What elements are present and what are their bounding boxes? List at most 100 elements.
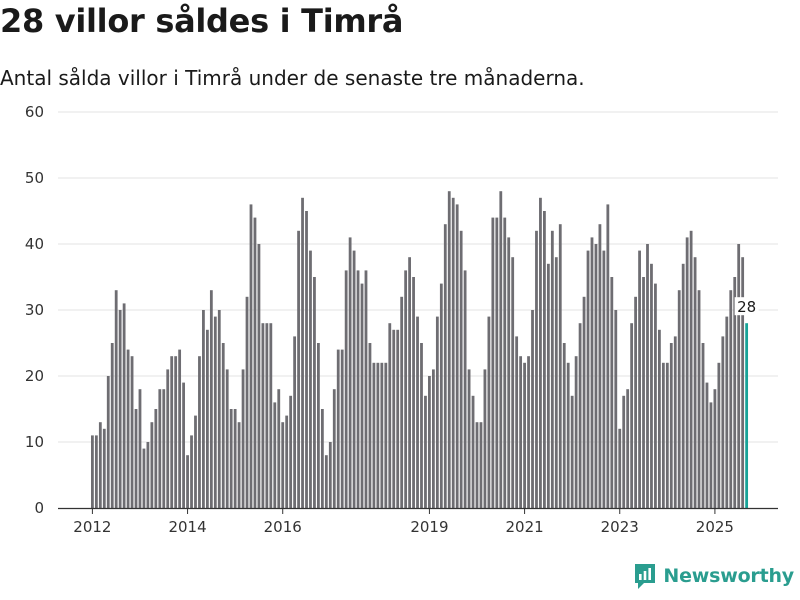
annotations: 28	[734, 297, 759, 316]
bar	[126, 349, 130, 508]
bar	[205, 329, 209, 508]
bar	[237, 422, 241, 508]
annotation-label: 28	[737, 298, 756, 316]
bar	[467, 369, 471, 508]
bar	[519, 356, 523, 508]
bar	[194, 415, 197, 508]
bar	[91, 435, 94, 508]
bar	[229, 409, 233, 508]
bar	[586, 250, 590, 508]
brand-logo: Newsworthy	[633, 562, 794, 590]
bar	[420, 343, 423, 508]
bar	[340, 349, 344, 508]
bar	[336, 349, 340, 508]
bar	[138, 389, 142, 508]
bar	[106, 376, 110, 508]
y-tick-label: 20	[25, 367, 44, 385]
bar	[435, 316, 439, 508]
bar	[400, 296, 404, 508]
bar	[376, 362, 380, 508]
bar	[717, 362, 721, 508]
bar	[574, 356, 578, 508]
bar	[701, 343, 705, 508]
bar	[305, 211, 308, 508]
bar	[673, 336, 677, 508]
bar	[198, 356, 201, 508]
bar	[408, 257, 411, 508]
bar	[523, 362, 526, 508]
bar	[721, 336, 725, 508]
y-tick-label: 60	[25, 103, 44, 121]
bar	[558, 224, 562, 508]
bar	[98, 422, 102, 508]
bar	[146, 442, 150, 508]
y-tick-label: 40	[25, 235, 44, 253]
bar	[535, 230, 538, 509]
bar	[221, 343, 225, 508]
bar	[289, 395, 293, 508]
bar	[352, 250, 356, 508]
bar	[550, 230, 554, 509]
bar	[265, 323, 269, 508]
bar	[590, 237, 594, 508]
bar	[134, 409, 138, 508]
bar	[546, 263, 550, 508]
bar	[253, 217, 257, 508]
bar	[130, 356, 134, 508]
bar	[606, 204, 610, 508]
bar	[661, 362, 665, 508]
bar	[154, 409, 158, 508]
bar	[463, 270, 467, 508]
y-tick-label: 0	[34, 499, 44, 517]
bar	[392, 329, 396, 508]
bar	[495, 217, 499, 508]
bar	[328, 442, 332, 508]
x-tick-label: 2016	[264, 518, 302, 536]
bar	[443, 224, 447, 508]
bar	[531, 310, 534, 508]
bar	[515, 336, 519, 508]
bar	[94, 435, 98, 508]
bar	[471, 395, 475, 508]
bar	[475, 422, 479, 508]
x-tick-label: 2012	[73, 518, 111, 536]
bar	[158, 389, 162, 508]
chart-title: 28 villor såldes i Timrå	[0, 2, 404, 40]
bar	[166, 369, 170, 508]
bar	[602, 250, 606, 508]
bar	[324, 455, 328, 508]
bar	[142, 448, 146, 508]
y-tick-label: 10	[25, 433, 44, 451]
bar	[610, 277, 614, 508]
bar	[554, 257, 558, 508]
bar	[384, 362, 388, 508]
bar	[293, 336, 297, 508]
y-tick-label: 50	[25, 169, 44, 187]
bar	[233, 409, 237, 508]
bar	[364, 270, 368, 508]
bar	[459, 230, 463, 509]
bar	[650, 263, 653, 508]
bar	[447, 191, 451, 508]
bar	[630, 323, 634, 508]
bar	[416, 316, 419, 508]
bars	[91, 191, 749, 509]
bar	[507, 237, 511, 508]
bar	[297, 230, 300, 509]
bar	[499, 191, 503, 508]
bar	[685, 237, 689, 508]
bar	[122, 303, 126, 508]
bar	[217, 310, 221, 508]
bar	[709, 402, 713, 508]
bar	[737, 244, 741, 508]
bar	[511, 257, 515, 508]
y-tick-label: 30	[25, 301, 44, 319]
bar	[566, 362, 570, 508]
bar	[348, 237, 352, 508]
bar	[598, 224, 602, 508]
bar	[539, 197, 542, 509]
bar	[654, 283, 657, 508]
bar	[689, 230, 693, 509]
bar	[281, 422, 285, 508]
bar	[213, 316, 217, 508]
